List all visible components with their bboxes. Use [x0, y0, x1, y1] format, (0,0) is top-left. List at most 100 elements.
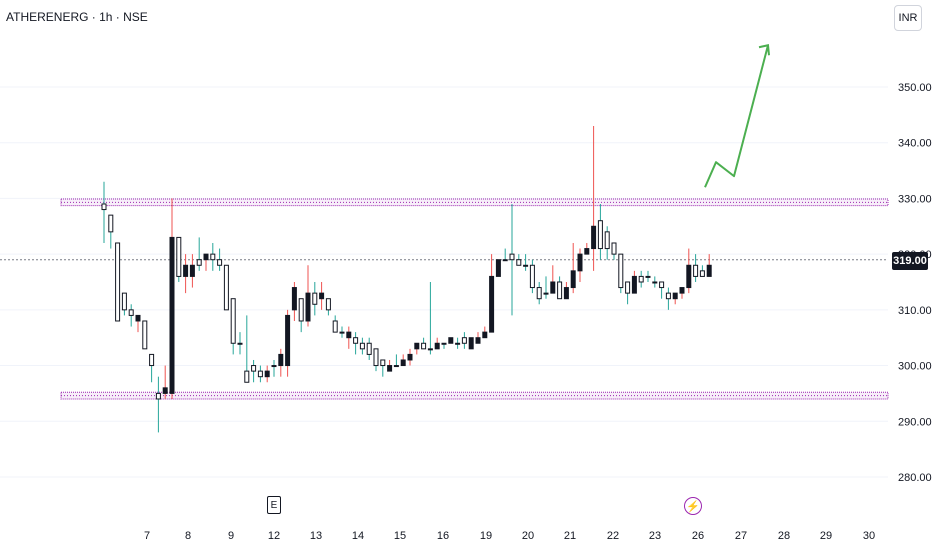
- candle-body: [631, 275, 637, 294]
- candle-body: [652, 281, 658, 284]
- candle-body: [319, 292, 325, 300]
- candle-body: [706, 264, 712, 277]
- candle-body: [529, 264, 535, 289]
- candle-body: [121, 292, 127, 311]
- candle-body: [278, 353, 284, 367]
- candle-body: [183, 264, 189, 277]
- candle-body: [693, 264, 699, 277]
- time-tick-label: 8: [185, 530, 191, 542]
- candle-body: [591, 225, 597, 250]
- candle-body: [523, 264, 529, 267]
- candle-body: [162, 387, 168, 394]
- candle-body: [407, 353, 413, 361]
- candle-body: [434, 342, 440, 350]
- time-tick-label: 15: [394, 530, 406, 542]
- candle-body: [271, 365, 277, 368]
- candle-body: [257, 370, 263, 378]
- earnings-badge[interactable]: E: [267, 496, 281, 514]
- candle-body: [536, 287, 542, 300]
- time-axis[interactable]: 7 8 9 12 13 14 15 16 19 20 21 22 23 26 27 28 29 30: [144, 530, 875, 542]
- candle-body: [359, 342, 365, 350]
- price-tick-label: 330.00: [898, 193, 932, 205]
- candle-body: [625, 281, 631, 294]
- candle-body: [577, 253, 583, 272]
- currency-button[interactable]: INR: [894, 5, 922, 31]
- candle-body: [387, 365, 393, 372]
- time-tick-label: 7: [144, 530, 150, 542]
- time-tick-label: 30: [863, 530, 875, 542]
- horizontal-zones: [60, 198, 889, 400]
- price-tick-label: 280.00: [898, 472, 932, 484]
- candle-body: [461, 337, 467, 344]
- time-tick-label: 13: [310, 530, 322, 542]
- candle-body: [468, 337, 474, 350]
- projection-arrow-head: [758, 43, 770, 56]
- candle-body: [672, 292, 678, 300]
- price-tick-label: 340.00: [898, 138, 932, 150]
- candle-body: [291, 287, 297, 311]
- candle-body: [373, 348, 379, 367]
- time-tick-label: 21: [564, 530, 576, 542]
- lightning-icon[interactable]: ⚡: [684, 497, 702, 515]
- candle-body: [502, 259, 508, 262]
- candle-body: [638, 275, 644, 283]
- candle-body: [325, 298, 331, 311]
- candle-body: [489, 275, 495, 333]
- candle-body: [441, 342, 447, 345]
- candle-body: [189, 264, 195, 277]
- candle-body: [101, 203, 107, 211]
- time-tick-label: 19: [480, 530, 492, 542]
- candle-body: [135, 314, 141, 322]
- candle-body: [108, 214, 114, 233]
- candle-body: [584, 248, 590, 255]
- candle-body: [346, 331, 352, 339]
- projection-arrow[interactable]: [704, 44, 769, 188]
- candle-body: [455, 342, 461, 345]
- candle-body: [618, 253, 624, 289]
- candle-body: [543, 292, 549, 295]
- time-tick-label: 29: [820, 530, 832, 542]
- candle-body: [312, 292, 318, 305]
- candle-body: [217, 259, 223, 266]
- candle-body: [353, 337, 359, 344]
- candle-body: [366, 342, 372, 355]
- last-price-badge: 319.00: [892, 252, 928, 270]
- candle-body: [237, 342, 243, 345]
- candle-body: [495, 259, 501, 277]
- candle-body: [203, 253, 209, 261]
- price-tick-label: 290.00: [898, 416, 932, 428]
- time-tick-label: 14: [352, 530, 364, 542]
- price-axis[interactable]: 280.00290.00300.00310.00320.00330.00340.…: [898, 82, 932, 484]
- candle-body: [414, 342, 420, 350]
- time-tick-label: 9: [228, 530, 234, 542]
- candle-body: [305, 292, 311, 322]
- candle-body: [285, 314, 291, 367]
- candle-body: [679, 287, 685, 294]
- time-tick-label: 16: [437, 530, 449, 542]
- candle-body: [115, 242, 121, 322]
- candle-body: [223, 264, 229, 311]
- candles: [101, 125, 712, 433]
- candle-body: [550, 281, 556, 294]
- time-tick-label: 23: [649, 530, 661, 542]
- candle-body: [251, 365, 257, 372]
- candle-body: [264, 370, 270, 378]
- candle-body: [557, 281, 563, 300]
- candle-body: [475, 337, 481, 344]
- candle-body: [516, 259, 522, 266]
- candle-body: [665, 292, 671, 300]
- candle-body: [509, 253, 515, 261]
- candle-body: [393, 365, 399, 368]
- candle-body: [421, 342, 427, 350]
- candle-body: [210, 253, 216, 261]
- candle-body: [448, 337, 454, 344]
- candle-body: [155, 392, 161, 400]
- candle-body: [142, 320, 148, 350]
- candle-body: [400, 359, 406, 367]
- time-tick-label: 20: [522, 530, 534, 542]
- candle-body: [332, 320, 338, 333]
- candle-body: [176, 236, 182, 277]
- candle-body: [128, 309, 134, 316]
- symbol-title[interactable]: ATHERENERG · 1h · NSE: [6, 10, 148, 24]
